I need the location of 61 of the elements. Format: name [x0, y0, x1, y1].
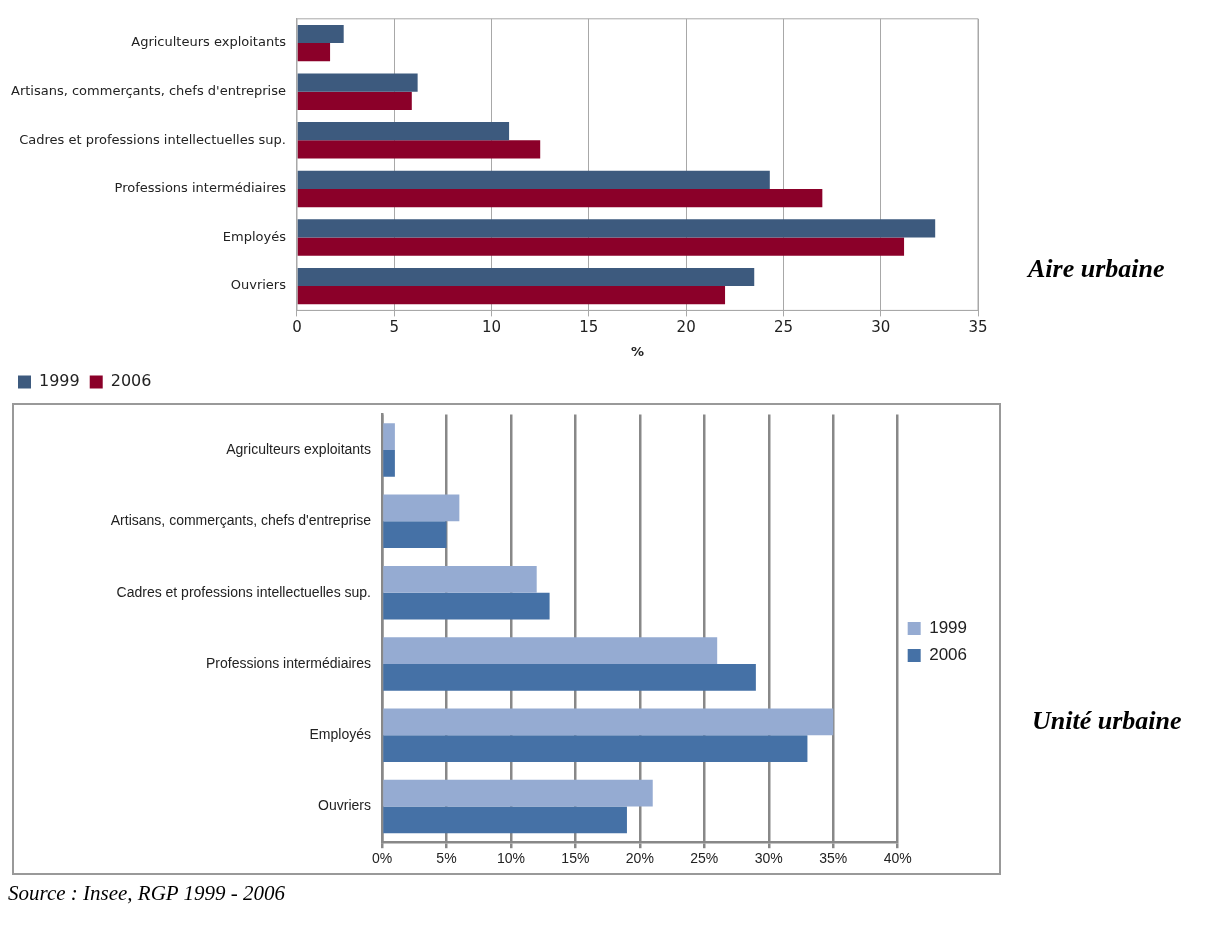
x-tick-label: 20: [676, 318, 696, 337]
bar: [383, 735, 808, 762]
x-tick-label: 0%: [371, 850, 393, 867]
bar: [383, 565, 537, 593]
y-tick-label: Cadres et professions intellectuelles sup.: [116, 583, 371, 600]
y-tick-label: Agriculteurs exploitants: [226, 440, 371, 457]
x-tick-label: 30%: [754, 850, 783, 867]
x-axis-title: %: [630, 343, 645, 359]
source-note: Source : Insee, RGP 1999 - 2006: [8, 881, 286, 906]
bar: [383, 423, 395, 451]
x-tick-label: 35%: [819, 850, 848, 867]
y-tick-label: Professions intermédiaires: [206, 654, 371, 671]
bar: [383, 708, 834, 736]
x-tick-label: 15%: [561, 850, 590, 867]
bar: [297, 286, 726, 305]
bar: [383, 450, 395, 477]
legend-label: 2006: [110, 371, 152, 391]
bar: [297, 122, 510, 141]
bar: [383, 521, 447, 549]
x-tick-label: 5%: [436, 850, 457, 867]
bar: [383, 494, 460, 522]
bar: [297, 140, 541, 159]
y-tick-label: Employés: [309, 726, 371, 743]
bar: [297, 43, 331, 62]
x-tick-label: 40%: [883, 850, 912, 867]
x-tick-label: 5: [389, 318, 400, 337]
legend-label: 2006: [929, 645, 968, 665]
text: Aire urbaine: [1028, 254, 1165, 284]
y-tick-label: Professions intermédiaires: [114, 180, 287, 196]
y-tick-label: Artisans, commerçants, chefs d'entreprise: [110, 512, 372, 529]
y-tick-label: Agriculteurs exploitants: [131, 34, 287, 50]
y-tick-label: Ouvriers: [318, 797, 371, 814]
bar: [297, 73, 418, 92]
legend-label: 1999: [929, 618, 968, 638]
bar: [297, 91, 412, 110]
bar: [383, 779, 653, 807]
bar: [383, 663, 756, 691]
bar: [297, 188, 823, 208]
y-tick-label: Employés: [222, 228, 287, 244]
bar: [297, 219, 936, 238]
y-tick-label: Cadres et professions intellectuelles sup.: [19, 131, 286, 147]
bar: [297, 267, 755, 287]
bar: [297, 237, 905, 256]
y-tick-label: Artisans, commerçants, chefs d'entreprise: [11, 83, 286, 99]
bar: [297, 170, 770, 189]
x-tick-label: 25: [773, 318, 793, 337]
x-tick-label: 10%: [496, 850, 525, 867]
x-tick-label: 0: [292, 318, 302, 337]
legend-label: 1999: [39, 371, 80, 391]
bar: [297, 24, 344, 44]
y-tick-label: Ouvriers: [230, 277, 287, 293]
x-tick-label: 35: [968, 318, 988, 337]
x-tick-label: 10: [482, 318, 502, 337]
x-tick-label: 20%: [625, 850, 654, 867]
bar: [383, 637, 718, 664]
text: Unité urbaine: [1032, 706, 1182, 736]
x-tick-label: 15: [579, 318, 599, 337]
bar: [383, 806, 627, 834]
bar: [383, 592, 550, 620]
x-tick-label: 30: [871, 318, 891, 337]
x-tick-label: 25%: [690, 850, 719, 867]
